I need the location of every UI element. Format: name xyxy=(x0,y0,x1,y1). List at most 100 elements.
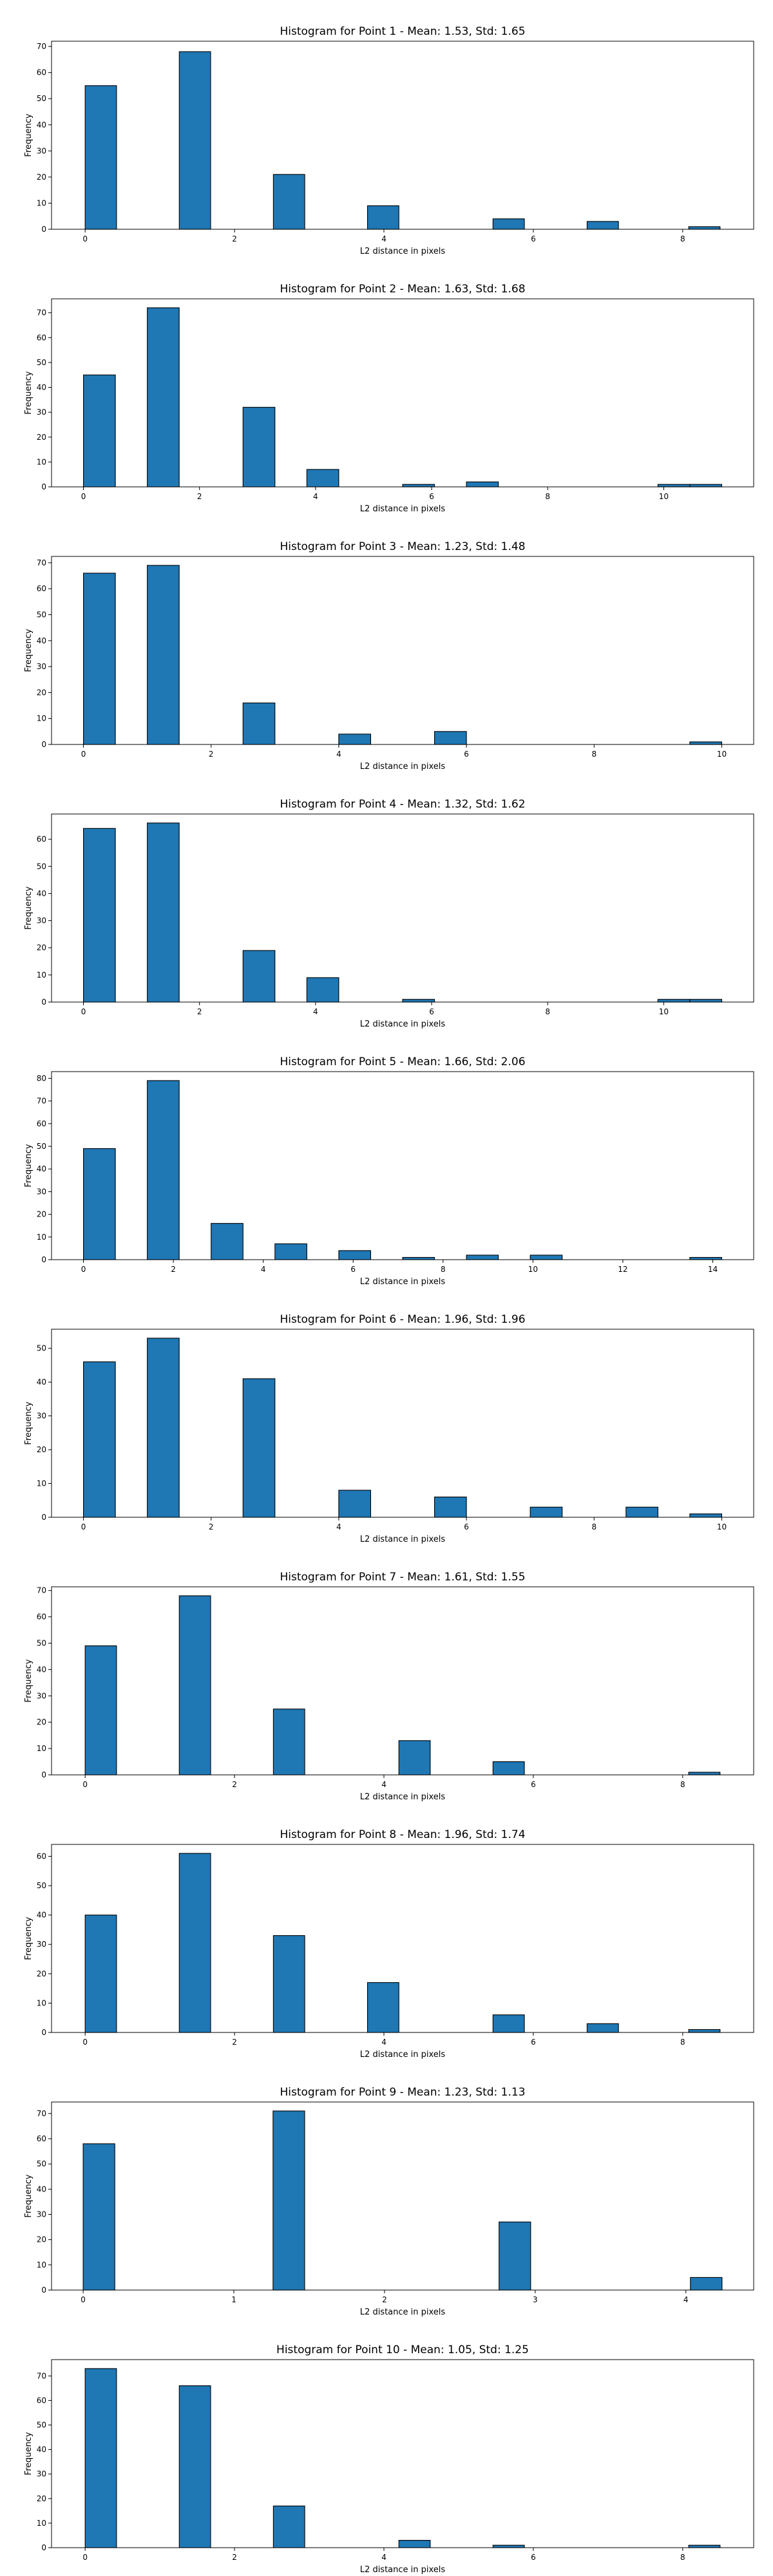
subplot-title: Histogram for Point 2 - Mean: 1.63, Std:… xyxy=(280,283,525,296)
subplot-title: Histogram for Point 1 - Mean: 1.53, Std:… xyxy=(280,25,525,38)
x-tick-label: 0 xyxy=(81,750,86,759)
x-tick-label: 1 xyxy=(231,2295,236,2304)
y-tick-label: 50 xyxy=(37,94,46,103)
y-tick-label: 0 xyxy=(41,1770,46,1779)
axes-frame xyxy=(51,41,754,230)
y-tick-label: 50 xyxy=(37,610,46,619)
axes-frame xyxy=(51,813,754,1003)
x-axis-label: L2 distance in pixels xyxy=(360,247,446,256)
histogram-bar xyxy=(211,1223,243,1260)
histogram-bar xyxy=(82,374,116,488)
x-tick-label: 8 xyxy=(680,2553,685,2562)
x-tick-label: 10 xyxy=(659,1007,669,1016)
histogram-bar xyxy=(367,1982,399,2033)
x-axis-label: L2 distance in pixels xyxy=(360,1277,446,1287)
y-tick-label: 50 xyxy=(37,358,46,367)
histogram-bar xyxy=(242,950,276,1003)
y-axis-label: Frequency xyxy=(24,371,33,414)
y-tick-label: 0 xyxy=(41,482,46,491)
y-tick-label: 40 xyxy=(37,1378,46,1387)
histogram-bar xyxy=(147,565,180,745)
x-tick-label: 8 xyxy=(441,1265,446,1274)
histogram-bar xyxy=(402,1256,435,1260)
histogram-bar xyxy=(688,2544,721,2548)
y-tick-label: 20 xyxy=(37,2235,46,2244)
y-tick-label: 50 xyxy=(37,1142,46,1151)
histogram-bar xyxy=(689,999,723,1003)
x-tick-label: 4 xyxy=(336,1522,341,1531)
y-tick-label: 30 xyxy=(37,1187,46,1196)
histogram-bar xyxy=(306,469,339,488)
x-tick-label: 2 xyxy=(209,1522,214,1531)
x-axis-label: L2 distance in pixels xyxy=(360,504,446,514)
x-tick-label: 6 xyxy=(531,2553,536,2562)
y-tick-label: 70 xyxy=(37,558,46,567)
x-tick-label: 6 xyxy=(429,1007,434,1016)
subplot-8: Histogram for Point 8 - Mean: 1.96, Std:… xyxy=(24,1828,754,2060)
y-tick-label: 40 xyxy=(37,1164,46,1173)
y-tick-label: 20 xyxy=(37,1718,46,1727)
x-tick-label: 10 xyxy=(528,1265,538,1274)
y-tick-label: 10 xyxy=(37,2260,46,2269)
y-tick-label: 40 xyxy=(37,383,46,392)
y-tick-label: 50 xyxy=(37,2421,46,2430)
x-tick-label: 8 xyxy=(545,492,550,501)
y-tick-label: 10 xyxy=(37,1998,46,2007)
y-axis-label: Frequency xyxy=(24,1659,33,1702)
histogram-bar xyxy=(689,484,723,488)
histogram-bar xyxy=(178,1595,211,1776)
y-tick-label: 40 xyxy=(37,2184,46,2193)
y-tick-label: 70 xyxy=(37,1097,46,1106)
x-tick-label: 6 xyxy=(531,1780,536,1789)
x-tick-label: 0 xyxy=(81,1007,86,1016)
histogram-bar xyxy=(689,741,723,745)
histogram-bar xyxy=(82,2143,115,2291)
x-tick-label: 8 xyxy=(591,750,596,759)
y-tick-label: 60 xyxy=(37,1119,46,1128)
histogram-bar xyxy=(466,1255,499,1260)
y-tick-label: 60 xyxy=(37,333,46,342)
x-tick-label: 4 xyxy=(381,2038,386,2047)
histogram-bar xyxy=(178,1853,211,2033)
y-tick-label: 20 xyxy=(37,1445,46,1454)
histogram-bar xyxy=(82,1148,116,1260)
y-tick-label: 10 xyxy=(37,2519,46,2528)
y-tick-label: 30 xyxy=(37,408,46,417)
histogram-bar xyxy=(466,481,499,488)
histogram-bar xyxy=(689,1256,723,1260)
subplot-title: Histogram for Point 9 - Mean: 1.23, Std:… xyxy=(280,2086,525,2099)
y-tick-label: 30 xyxy=(37,2210,46,2219)
x-tick-label: 10 xyxy=(659,492,669,501)
y-axis-label: Frequency xyxy=(24,629,33,672)
histogram-bar xyxy=(338,734,372,745)
y-tick-label: 0 xyxy=(41,2028,46,2037)
histogram-bar xyxy=(657,484,691,488)
y-tick-label: 80 xyxy=(37,1074,46,1083)
y-tick-label: 10 xyxy=(37,714,46,723)
y-tick-label: 10 xyxy=(37,198,46,207)
x-tick-label: 6 xyxy=(429,492,434,501)
axes-frame xyxy=(51,1844,754,2033)
histogram-bar xyxy=(147,307,180,488)
subplot-9: Histogram for Point 9 - Mean: 1.23, Std:… xyxy=(24,2086,754,2317)
y-tick-label: 0 xyxy=(41,225,46,234)
axes-frame xyxy=(51,1329,754,1518)
x-tick-label: 4 xyxy=(683,2295,689,2304)
x-tick-label: 2 xyxy=(232,2038,237,2047)
y-axis-label: Frequency xyxy=(24,1401,33,1444)
x-axis-label: L2 distance in pixels xyxy=(360,2050,446,2060)
y-tick-label: 40 xyxy=(37,1911,46,1920)
y-tick-label: 20 xyxy=(37,173,46,182)
x-tick-label: 4 xyxy=(381,234,386,243)
x-tick-label: 0 xyxy=(81,1522,86,1531)
x-tick-label: 0 xyxy=(82,2553,88,2562)
y-axis-label: Frequency xyxy=(24,1144,33,1187)
x-tick-label: 10 xyxy=(717,750,727,759)
histogram-bar xyxy=(492,2544,525,2548)
y-tick-label: 70 xyxy=(37,2109,46,2118)
histogram-bar xyxy=(242,702,276,745)
x-tick-label: 2 xyxy=(197,1007,202,1016)
x-axis-label: L2 distance in pixels xyxy=(360,2307,446,2317)
y-tick-label: 30 xyxy=(37,1940,46,1949)
x-tick-label: 0 xyxy=(81,2295,86,2304)
